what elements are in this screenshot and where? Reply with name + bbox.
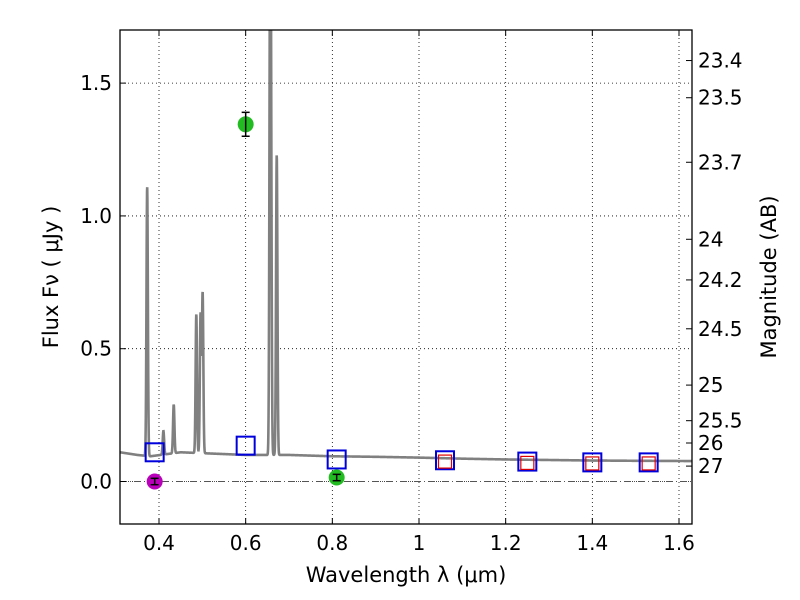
y-tick-label: 1.0 — [80, 204, 112, 228]
right-tick-label: 24.2 — [698, 268, 743, 292]
observed-photometry-square — [641, 456, 656, 471]
right-tick-label: 26 — [698, 431, 723, 455]
observed-photometry-square — [585, 456, 600, 471]
y-tick-label: 0.5 — [80, 337, 112, 361]
x-axis-label: Wavelength λ (μm) — [306, 563, 507, 587]
y-tick-label: 1.5 — [80, 71, 112, 95]
x-tick-label: 1.2 — [490, 531, 522, 555]
right-tick-label: 23.7 — [698, 150, 743, 174]
x-tick-label: 1.6 — [663, 531, 695, 555]
right-tick-label: 23.4 — [698, 49, 743, 73]
x-tick-label: 1 — [413, 531, 426, 555]
x-tick-label: 0.8 — [316, 531, 348, 555]
y-axis-label: Flux Fν ( μJy ) — [39, 206, 63, 349]
right-tick-label: 24.5 — [698, 317, 743, 341]
tick-layer: 0.4 0.6 0.8 1 1.2 1.4 1.6 0.0 0.5 1.0 1.5 23.4 23.5 2… — [80, 30, 743, 555]
right-tick-label: 25 — [698, 373, 723, 397]
model-photometry-square — [517, 451, 538, 472]
right-tick-label: 23.5 — [698, 86, 743, 110]
right-tick-label: 24 — [698, 227, 723, 251]
series-layer — [120, 30, 692, 463]
plot-frame — [119, 29, 693, 525]
model-photometry-square — [638, 452, 659, 473]
model-photometry-square — [435, 450, 455, 471]
x-tick-label: 0.4 — [143, 531, 175, 555]
observed-photometry-square — [437, 454, 453, 469]
x-tick-label: 1.4 — [576, 531, 608, 555]
right-tick-label: 25.5 — [698, 409, 743, 433]
observed-photometry-square — [520, 455, 535, 471]
model-photometry-square — [235, 435, 256, 456]
sed-spectrum-line — [120, 30, 692, 463]
y-tick-label: 0.0 — [80, 470, 112, 494]
model-photometry-square — [144, 442, 165, 463]
x-tick-label: 0.6 — [230, 531, 262, 555]
model-photometry-square — [326, 449, 347, 470]
right-tick-label: 27 — [698, 454, 723, 478]
model-photometry-square — [582, 452, 603, 473]
right-axis-label: Magnitude (AB) — [757, 195, 781, 358]
marker-layer — [144, 111, 659, 490]
